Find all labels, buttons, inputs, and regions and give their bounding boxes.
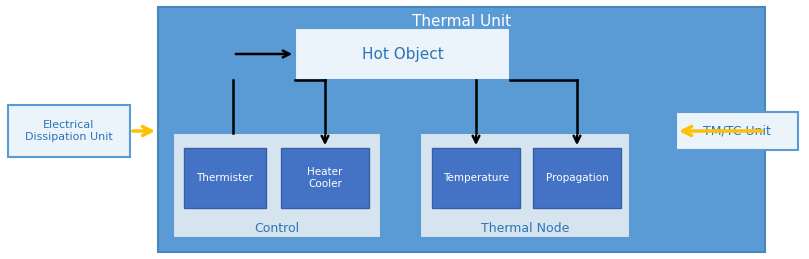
- Text: Thermal Unit: Thermal Unit: [412, 13, 511, 28]
- Text: TM/TC Unit: TM/TC Unit: [703, 125, 771, 138]
- Bar: [420, 133, 630, 238]
- Bar: [173, 133, 381, 238]
- Text: Propagation: Propagation: [545, 173, 608, 183]
- Bar: [432, 148, 520, 208]
- Bar: [8, 105, 130, 157]
- Text: Heater
Cooler: Heater Cooler: [307, 167, 343, 189]
- Text: Thermister: Thermister: [197, 173, 253, 183]
- Text: Thermal Node: Thermal Node: [481, 221, 570, 234]
- Bar: [533, 148, 621, 208]
- Bar: [184, 148, 266, 208]
- Text: Control: Control: [255, 221, 299, 234]
- Text: Electrical
Dissipation Unit: Electrical Dissipation Unit: [25, 120, 113, 142]
- Bar: [158, 7, 765, 252]
- Bar: [281, 148, 369, 208]
- Bar: [295, 28, 510, 80]
- Text: Hot Object: Hot Object: [362, 47, 443, 61]
- Text: Temperature: Temperature: [443, 173, 509, 183]
- Bar: [676, 112, 798, 150]
